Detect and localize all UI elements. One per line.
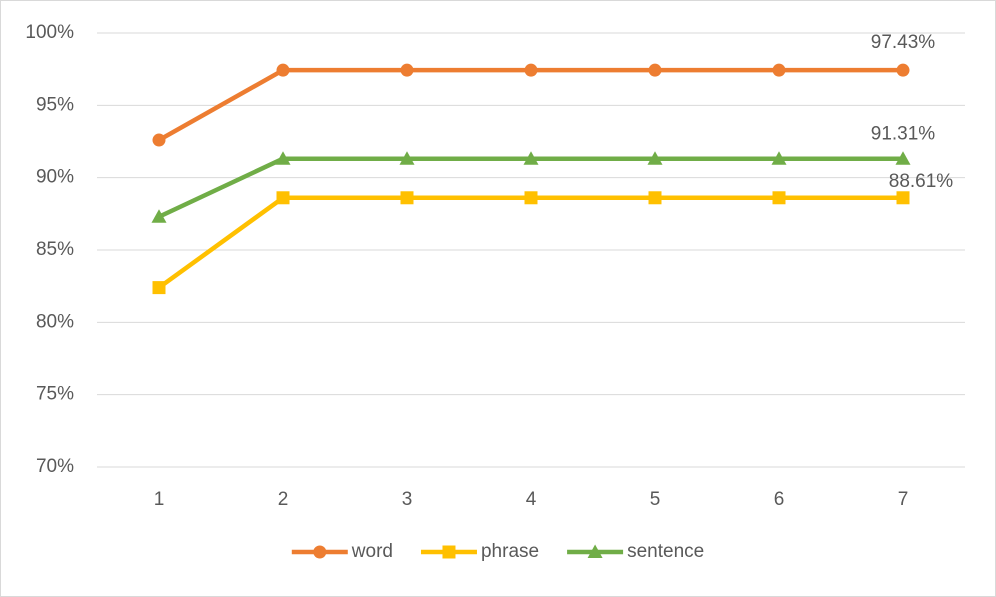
marker (399, 151, 415, 165)
x-tick-label: 2 (278, 489, 289, 510)
legend: word phrase sentence (291, 541, 704, 562)
y-tick-label: 95% (36, 94, 74, 115)
marker (152, 133, 166, 147)
marker (276, 191, 290, 205)
data-label: 91.31% (871, 124, 936, 145)
marker (151, 209, 167, 223)
marker (524, 63, 538, 77)
x-tick-label: 4 (526, 489, 537, 510)
marker (152, 281, 166, 295)
marker (400, 191, 414, 205)
marker (275, 151, 291, 165)
marker (400, 63, 414, 77)
marker (523, 151, 539, 165)
legend-marker (442, 545, 456, 559)
marker (771, 151, 787, 165)
marker (647, 151, 663, 165)
legend-item: phrase (420, 541, 539, 562)
y-tick-label: 85% (36, 239, 74, 260)
x-tick-label: 7 (898, 489, 909, 510)
y-tick-label: 70% (36, 456, 74, 477)
marker (648, 63, 662, 77)
marker (896, 191, 910, 205)
y-tick-label: 75% (36, 384, 74, 405)
y-tick-label: 90% (36, 167, 74, 188)
marker (772, 63, 786, 77)
y-tick-label: 100% (25, 22, 74, 43)
legend-item: sentence (567, 541, 704, 562)
marker (524, 191, 538, 205)
legend-marker (587, 544, 603, 558)
legend-marker (313, 545, 327, 559)
legend-item: word (291, 541, 393, 562)
data-label: 88.61% (889, 171, 954, 192)
data-label: 97.43% (871, 32, 936, 53)
x-tick-label: 1 (154, 489, 165, 510)
marker (896, 63, 910, 77)
x-tick-label: 6 (774, 489, 785, 510)
x-tick-label: 5 (650, 489, 661, 510)
marker (276, 63, 290, 77)
marker (772, 191, 786, 205)
legend-label: word (351, 541, 393, 562)
marker (895, 151, 911, 165)
legend-label: phrase (481, 541, 539, 562)
y-tick-label: 80% (36, 311, 74, 332)
x-tick-label: 3 (402, 489, 413, 510)
marker (648, 191, 662, 205)
legend-label: sentence (627, 541, 704, 562)
